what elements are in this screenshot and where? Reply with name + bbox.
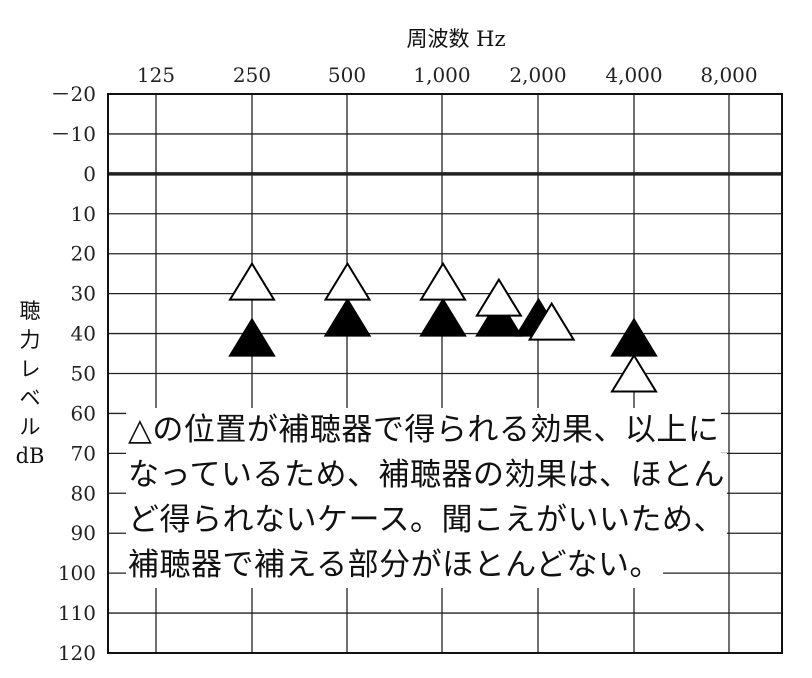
filled-triangle-marker <box>610 317 658 357</box>
plot-frame <box>107 93 783 654</box>
filled-triangle-marker <box>475 297 523 337</box>
annotation-line-2: なっているため、補聴器の効果は、ほとん <box>126 453 727 498</box>
y-tick-label: 70 <box>71 441 96 465</box>
x-tick-label: 8,000 <box>700 63 757 87</box>
y-tick-label: 20 <box>71 242 96 266</box>
open-triangle-marker <box>419 261 467 301</box>
x-tick-label: 250 <box>233 63 271 87</box>
y-axis-label-char: dB <box>16 444 45 468</box>
x-tick-label: 125 <box>137 63 175 87</box>
annotation-text: △の位置が補聴器で得られる効果、以上に なっているため、補聴器の効果は、ほとん … <box>126 408 786 588</box>
open-triangle-marker <box>323 261 372 301</box>
y-axis-label-char: 力 <box>20 328 41 352</box>
y-tick-label: 50 <box>71 362 96 386</box>
data-marks <box>228 261 658 393</box>
filled-triangle-marker <box>419 297 467 337</box>
open-triangle-marker <box>228 261 276 301</box>
x-tick-labels: 125 250 500 1,000 2,000 4,000 8,000 <box>137 63 758 87</box>
y-axis-label-char: 聴 <box>20 299 41 323</box>
open-triangle-marker <box>527 301 576 341</box>
x-tick-label: 500 <box>328 63 366 87</box>
annotation-line-4: 補聴器で補える部分がほとんどない。 <box>126 543 664 588</box>
y-axis-label-char: ベ <box>20 386 41 410</box>
y-tick-label: 30 <box>71 282 96 306</box>
open-triangle-marker <box>475 277 523 317</box>
annotation-line-1: △の位置が補聴器で得られる効果、以上に <box>126 408 722 453</box>
annotation-line-3: ど得られないケース。聞こえがいいため、 <box>126 498 727 543</box>
y-tick-label: 80 <box>71 481 96 505</box>
y-tick-label: －10 <box>51 122 96 146</box>
filled-triangle-marker <box>228 317 276 357</box>
y-tick-label: 10 <box>71 202 96 226</box>
y-tick-label: 110 <box>58 601 96 625</box>
y-tick-label: 90 <box>71 521 96 545</box>
open-triangle-marker <box>610 353 658 393</box>
y-tick-label: 60 <box>71 401 96 425</box>
filled-triangle-marker <box>323 297 372 337</box>
y-axis-label-char: レ <box>20 357 41 381</box>
x-tick-label: 2,000 <box>509 63 566 87</box>
y-tick-label: 120 <box>58 641 96 665</box>
y-axis-label-char: ル <box>20 415 41 439</box>
y-tick-label: 40 <box>71 322 96 346</box>
y-tick-labels: －20 －10 0 10 20 30 40 50 60 70 80 90 100 110 120 <box>51 82 96 665</box>
y-tick-label: 0 <box>83 162 96 186</box>
y-tick-label: 100 <box>58 561 96 585</box>
x-tick-label: 4,000 <box>605 63 662 87</box>
x-tick-label: 1,000 <box>413 63 470 87</box>
y-tick-label: －20 <box>51 82 96 106</box>
chart-title: 周波数 Hz <box>406 27 505 51</box>
